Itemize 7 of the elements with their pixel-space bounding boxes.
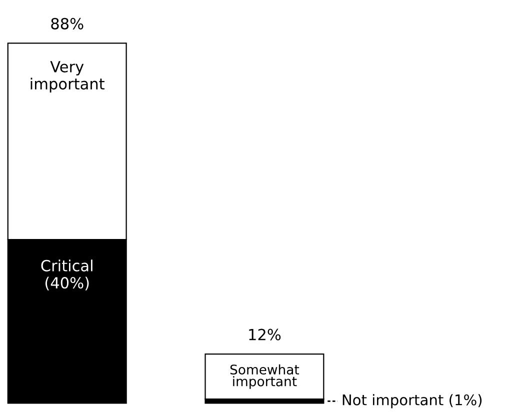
series-label: Critical [41, 260, 92, 272]
data-label: (40%) [45, 276, 89, 290]
total-label: 12% [249, 328, 281, 340]
series-label: Very important [30, 61, 104, 93]
series-label: Somewhat important [230, 364, 300, 389]
total-label: 88% [51, 18, 84, 30]
text: Not important (1%) [342, 394, 482, 408]
